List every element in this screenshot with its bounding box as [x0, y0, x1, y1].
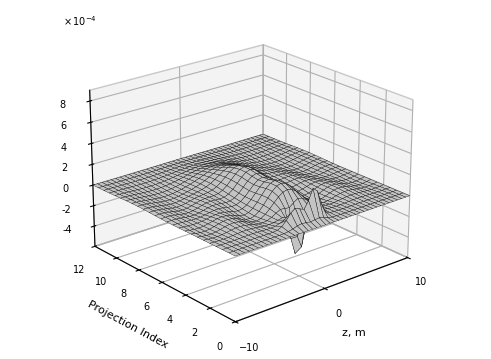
Y-axis label: Projection Index: Projection Index [86, 299, 169, 350]
Text: $\times\,10^{-4}$: $\times\,10^{-4}$ [63, 15, 97, 28]
X-axis label: z, m: z, m [342, 328, 366, 338]
